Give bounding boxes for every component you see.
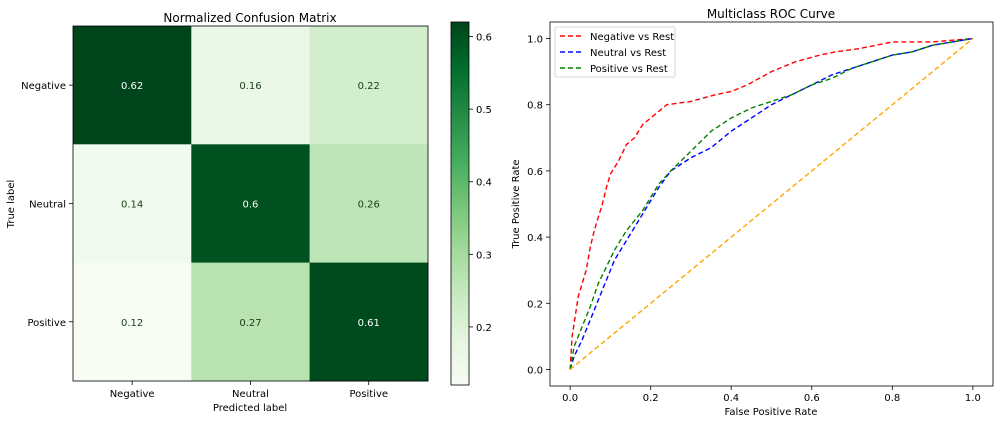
colorbar: 0.2 0.3 0.4 0.5 0.6 — [450, 21, 492, 386]
roc-xtick-label: 1.0 — [965, 393, 981, 404]
cm-xtick-label: Neutral — [232, 389, 269, 400]
cm-cells: 0.62 0.16 0.22 0.14 0.6 0.26 0.12 0.27 0.61 — [73, 26, 429, 382]
cm-cell-value: 0.27 — [239, 318, 261, 329]
legend-label: Negative vs Rest — [590, 32, 674, 43]
confusion-matrix-panel: Normalized Confusion Matrix 0.62 0.16 0.22… — [6, 11, 429, 414]
roc-xtick-label: 0.8 — [884, 393, 900, 404]
colorbar-tick-label: 0.6 — [476, 33, 492, 44]
roc-frame — [549, 21, 994, 387]
colorbar-ticks: 0.2 0.3 0.4 0.5 0.6 — [469, 33, 492, 334]
roc-xlabel: False Positive Rate — [725, 407, 818, 418]
roc-ticks: 0.0 0.0 0.2 0.2 0.4 0.4 0.6 0.6 0.8 0.8 1.0 1.0 — [527, 35, 981, 404]
cm-cell-value: 0.16 — [239, 81, 261, 92]
roc-legend: Negative vs Rest Neutral vs Rest Positive … — [554, 26, 676, 78]
cm-ytick-label: Neutral — [29, 199, 66, 210]
roc-lines — [569, 37, 974, 371]
cm-cell — [191, 144, 311, 264]
colorbar-tick-label: 0.2 — [476, 323, 492, 334]
roc-xtick-label: 0.4 — [723, 393, 739, 404]
cm-ytick-label: Positive — [27, 318, 66, 329]
roc-ytick-label: 0.2 — [527, 299, 543, 310]
roc-ylabel: True Positive Rate — [511, 159, 522, 249]
roc-panel: Multiclass ROC Curve 0.00.00.20.20.40.40… — [511, 7, 994, 418]
cm-cell — [73, 262, 192, 382]
cm-xlabel: Predicted label — [213, 403, 287, 414]
roc-series-line — [569, 37, 974, 371]
legend-label: Neutral vs Rest — [590, 48, 666, 59]
colorbar-tick-label: 0.5 — [476, 105, 492, 116]
roc-series-line — [569, 37, 973, 370]
roc-ytick-label: 0.8 — [527, 101, 543, 112]
colorbar-tick-label: 0.3 — [476, 250, 492, 261]
cm-cell — [309, 26, 429, 145]
cm-cell — [73, 26, 192, 145]
cm-xtick-label: Positive — [349, 389, 388, 400]
legend-box — [554, 26, 676, 78]
roc-xtick-label: 0.2 — [643, 393, 659, 404]
roc-ytick-label: 1.0 — [527, 35, 543, 46]
cm-cell-value: 0.6 — [242, 199, 258, 210]
cm-cell-value: 0.62 — [121, 81, 143, 92]
colorbar-tick-label: 0.4 — [476, 178, 492, 189]
cm-ytick-label: Negative — [21, 81, 66, 92]
colorbar-gradient — [450, 21, 470, 386]
cm-cell — [309, 144, 429, 264]
cm-ylabel: True label — [6, 180, 17, 230]
roc-ytick-label: 0.0 — [527, 365, 543, 376]
cm-cell-value: 0.12 — [121, 318, 143, 329]
cm-cell — [73, 144, 192, 264]
cm-title: Normalized Confusion Matrix — [163, 11, 336, 25]
roc-ytick-label: 0.6 — [527, 167, 543, 178]
roc-ytick-label: 0.4 — [527, 233, 543, 244]
cm-ticks: Negative Neutral Positive Negative Neutral Po… — [21, 81, 388, 400]
roc-xtick-label: 0.0 — [562, 393, 578, 404]
cm-cell-value: 0.14 — [121, 199, 143, 210]
roc-xtick-label: 0.6 — [804, 393, 820, 404]
cm-cell-value: 0.26 — [358, 199, 380, 210]
cm-xtick-label: Negative — [110, 389, 155, 400]
legend-label: Positive vs Rest — [590, 64, 668, 75]
roc-series-line — [569, 37, 974, 370]
cm-cell — [191, 262, 311, 382]
cm-cell-value: 0.61 — [358, 318, 380, 329]
cm-cell-value: 0.22 — [358, 81, 380, 92]
cm-cell — [191, 26, 311, 145]
cm-cell — [309, 262, 429, 382]
roc-title: Multiclass ROC Curve — [707, 7, 835, 21]
